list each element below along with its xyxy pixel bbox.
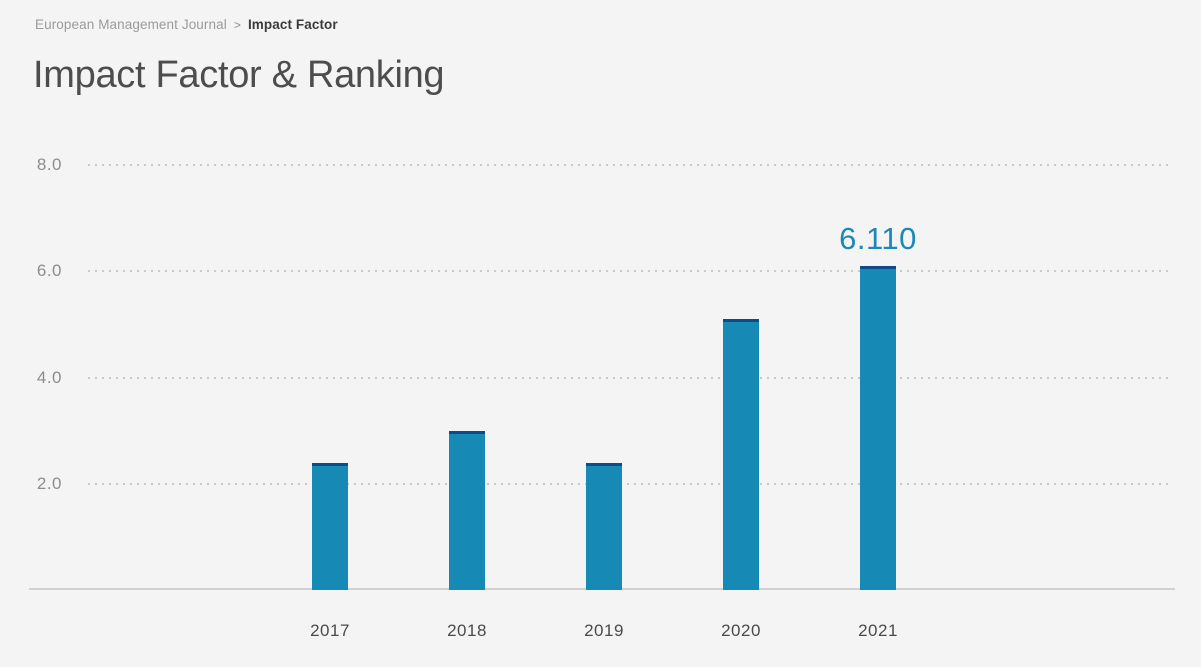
breadcrumb: European Management Journal > Impact Facto… (35, 17, 338, 32)
bar-2020 (723, 319, 759, 590)
y-axis-tick-8.0: 8.0 (36, 155, 62, 174)
gridline-2.0 (88, 483, 1170, 485)
gridline-4.0 (88, 377, 1170, 379)
x-axis-label-2017: 2017 (310, 621, 350, 640)
x-axis-label-2018: 2018 (447, 621, 487, 640)
y-axis-tick-4.0: 4.0 (36, 368, 62, 387)
x-axis-label-2020: 2020 (721, 621, 761, 640)
bar-value-label-2021: 6.110 (839, 221, 917, 256)
y-axis-tick-2.0: 2.0 (36, 474, 62, 493)
breadcrumb-journal-link[interactable]: European Management Journal (35, 17, 227, 32)
breadcrumb-current: Impact Factor (247, 17, 338, 32)
gridline-6.0 (88, 270, 1170, 272)
bar-2017 (312, 463, 348, 590)
x-axis-label-2021: 2021 (858, 621, 898, 640)
x-axis-label-2019: 2019 (584, 621, 624, 640)
y-axis-tick-6.0: 6.0 (36, 261, 62, 280)
page-title: Impact Factor & Ranking (33, 54, 445, 96)
bar-2021 (860, 266, 896, 590)
breadcrumb-separator-icon: > (233, 18, 241, 32)
gridline-8.0 (88, 164, 1170, 166)
bar-2018 (449, 431, 485, 590)
bar-2019 (586, 463, 622, 590)
